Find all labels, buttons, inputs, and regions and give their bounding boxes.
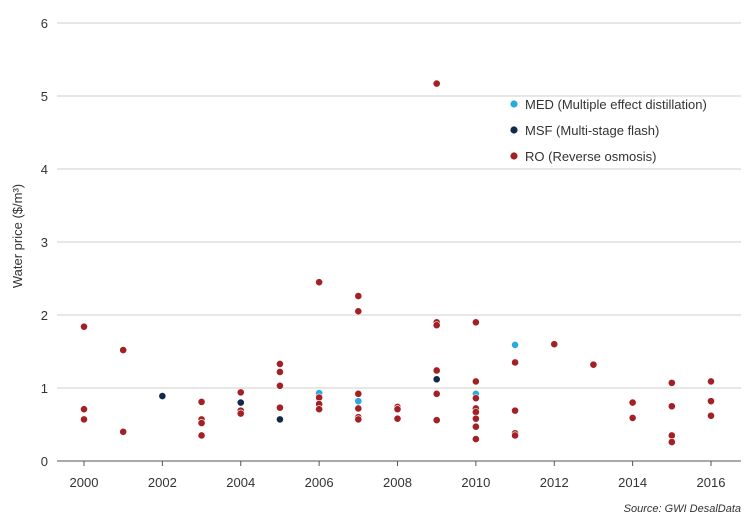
gridlines bbox=[57, 22, 741, 389]
data-point bbox=[236, 398, 245, 407]
data-point bbox=[236, 409, 245, 418]
legend: MED (Multiple effect distillation) MSF (M… bbox=[510, 97, 707, 164]
data-point bbox=[667, 378, 676, 387]
data-point bbox=[393, 414, 402, 423]
data-point bbox=[707, 397, 715, 406]
data-point bbox=[354, 397, 363, 406]
y-tick-label: 1 bbox=[41, 381, 48, 396]
legend-marker bbox=[510, 100, 518, 108]
data-point bbox=[511, 431, 519, 440]
source-note: Source: GWI DesalData bbox=[624, 503, 741, 515]
data-point bbox=[80, 415, 88, 424]
x-tick-label: 2000 bbox=[70, 475, 99, 490]
x-tick-label: 2010 bbox=[461, 475, 490, 490]
data-point bbox=[197, 419, 206, 427]
data-point bbox=[315, 278, 324, 287]
legend-label: MED (Multiple effect distillation) bbox=[525, 97, 707, 112]
data-point bbox=[432, 375, 441, 384]
data-point bbox=[354, 389, 363, 398]
data-point bbox=[276, 381, 284, 390]
data-points bbox=[80, 79, 715, 446]
data-point bbox=[354, 292, 363, 300]
data-point bbox=[354, 307, 363, 316]
data-point bbox=[354, 404, 363, 413]
data-point bbox=[197, 431, 206, 440]
data-point bbox=[119, 427, 128, 436]
data-point bbox=[80, 322, 88, 331]
data-point bbox=[432, 416, 441, 425]
x-tick-label: 2002 bbox=[148, 475, 177, 490]
y-axis-title: Water price ($/m³) bbox=[10, 184, 25, 288]
data-point bbox=[354, 415, 363, 424]
legend-marker bbox=[510, 152, 518, 160]
x-tick-label: 2008 bbox=[383, 475, 412, 490]
data-point bbox=[628, 414, 637, 422]
y-tick-label: 6 bbox=[41, 16, 48, 31]
legend-label: MSF (Multi-stage flash) bbox=[525, 123, 659, 138]
data-point bbox=[511, 406, 519, 415]
y-tick-label: 3 bbox=[41, 235, 48, 250]
data-point bbox=[471, 414, 480, 423]
x-tick-label: 2016 bbox=[697, 475, 726, 490]
legend-marker bbox=[510, 126, 518, 134]
data-point bbox=[276, 415, 284, 424]
legend-label: RO (Reverse osmosis) bbox=[525, 149, 656, 164]
x-tick-label: 2012 bbox=[540, 475, 569, 490]
data-point bbox=[471, 422, 480, 431]
data-point bbox=[471, 435, 480, 443]
data-point bbox=[315, 405, 324, 414]
data-point bbox=[315, 393, 324, 402]
data-point bbox=[511, 358, 519, 367]
series-1 bbox=[158, 375, 441, 424]
data-point bbox=[276, 403, 284, 412]
data-point bbox=[628, 398, 637, 407]
data-point bbox=[511, 341, 519, 349]
x-tick-label: 2004 bbox=[226, 475, 255, 490]
data-point bbox=[432, 366, 441, 375]
data-point bbox=[471, 408, 480, 416]
series-0 bbox=[315, 341, 519, 406]
data-point bbox=[471, 377, 480, 386]
data-point bbox=[432, 389, 441, 398]
data-point bbox=[707, 411, 715, 420]
data-point bbox=[707, 377, 715, 386]
y-tick-labels: 0 1 2 3 4 5 6 bbox=[41, 16, 48, 469]
data-point bbox=[276, 368, 284, 376]
data-point bbox=[197, 397, 206, 406]
x-tick-label: 2014 bbox=[618, 475, 647, 490]
data-point bbox=[393, 405, 402, 414]
y-tick-label: 4 bbox=[41, 162, 48, 177]
series-2 bbox=[80, 79, 715, 446]
data-point bbox=[550, 340, 559, 349]
data-point bbox=[589, 360, 598, 369]
data-point bbox=[471, 394, 480, 403]
data-point bbox=[432, 79, 441, 88]
data-point bbox=[236, 388, 245, 397]
data-point bbox=[80, 405, 88, 414]
data-point bbox=[667, 431, 676, 440]
data-point bbox=[667, 438, 676, 446]
data-point bbox=[158, 392, 167, 400]
data-point bbox=[667, 402, 676, 411]
data-point bbox=[432, 321, 441, 330]
y-tick-label: 5 bbox=[41, 89, 48, 104]
y-tick-label: 2 bbox=[41, 308, 48, 323]
x-tick-labels: 2000 2002 2004 2006 2008 2010 2012 2014 2016 bbox=[70, 461, 726, 490]
data-point bbox=[119, 346, 128, 354]
y-tick-label: 0 bbox=[41, 454, 48, 469]
data-point bbox=[276, 360, 284, 368]
data-point bbox=[471, 318, 480, 327]
x-tick-label: 2006 bbox=[305, 475, 334, 490]
